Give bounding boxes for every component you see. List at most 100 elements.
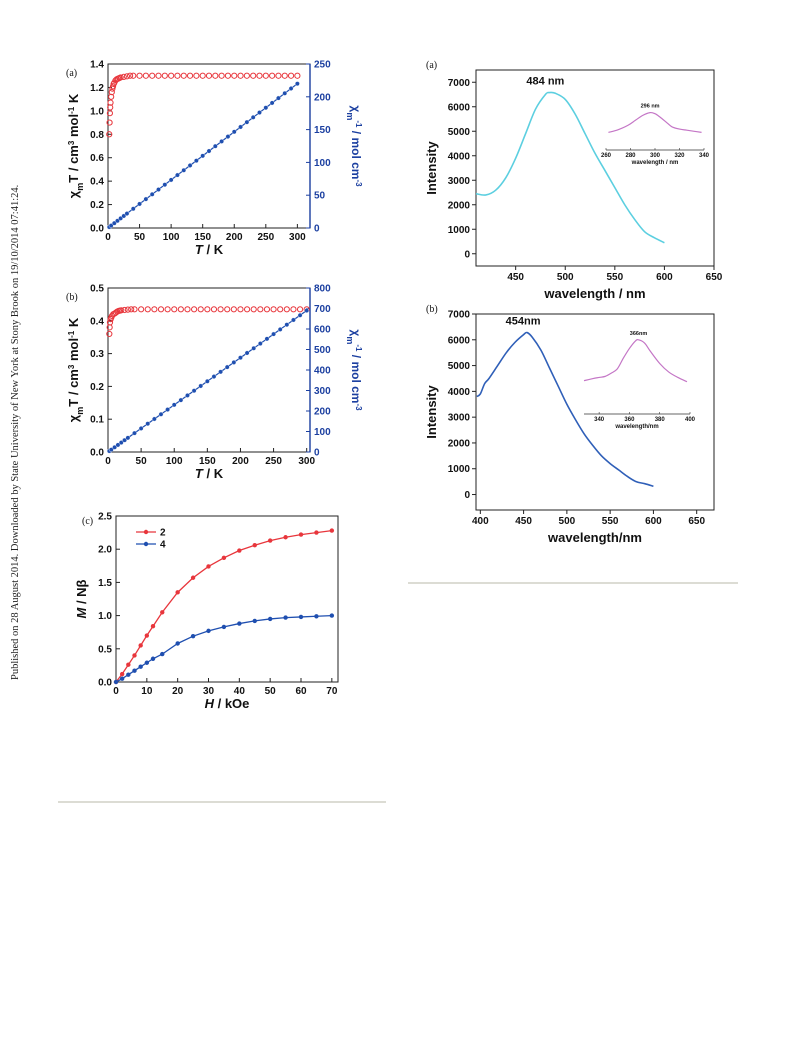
data-point-chiT — [190, 306, 198, 313]
data-point-chi-inv — [118, 440, 124, 445]
data-point-chi-inv — [271, 331, 276, 337]
data-point-2 — [329, 528, 335, 533]
data-point-chi-inv — [187, 163, 193, 168]
data-point-chiT — [205, 72, 213, 79]
inset-x-tick-label: 360 — [624, 417, 635, 423]
data-point-4 — [150, 656, 156, 661]
data-point-2 — [252, 543, 257, 548]
peak-annotation: 484 nm — [526, 76, 564, 88]
y-axis-label: χmT / cm3 mol-1 K — [66, 93, 85, 198]
data-point-chi-inv — [158, 411, 164, 417]
y2-axis-label: χm-1 / mol cm-3 — [345, 105, 364, 187]
data-point-chi-inv — [231, 129, 237, 135]
data-point-2 — [144, 633, 150, 638]
excitation-spectrum-line — [608, 111, 702, 133]
data-point-chi-inv — [263, 105, 269, 111]
data-point-chiT — [157, 306, 165, 313]
data-point-chi-inv — [191, 388, 197, 394]
data-point-2 — [190, 575, 196, 580]
inset-peak-annotation: 366nm — [630, 331, 648, 337]
data-point-chiT — [155, 72, 162, 79]
data-point-4 — [298, 614, 304, 620]
data-point-chi-inv — [130, 206, 136, 212]
data-point-chi-inv — [257, 341, 263, 346]
data-point-chi-inv — [304, 308, 310, 313]
ylabel-sup: -1 — [67, 330, 76, 338]
data-point-chi-inv — [250, 114, 256, 120]
x-tick-label: 0 — [105, 232, 111, 243]
data-point-4 — [329, 613, 335, 618]
plot-frame — [475, 313, 715, 511]
y-tick-label: 0.4 — [90, 177, 104, 188]
data-point-chiT — [243, 72, 250, 79]
label-rest: / kOe — [214, 696, 249, 711]
inset-x-tick-label: 380 — [655, 417, 666, 423]
data-point-chi-inv — [165, 407, 171, 412]
label-var: M — [74, 607, 89, 619]
panel-label: (b) — [66, 292, 78, 303]
data-point-chi-inv — [212, 143, 218, 149]
y2label-sup: -1 — [355, 120, 364, 128]
y-tick-label: 0.0 — [98, 678, 112, 689]
data-point-chiT — [193, 72, 200, 79]
data-point-chiT — [224, 72, 232, 79]
data-point-chi-inv — [200, 153, 206, 159]
x-tick-label: 150 — [199, 456, 216, 467]
y-tick-label: 0 — [464, 249, 470, 260]
y2-tick-label: 0 — [314, 448, 320, 459]
data-point-chi-inv — [115, 442, 121, 448]
data-point-chi-inv — [238, 355, 243, 361]
data-point-chiT — [144, 306, 151, 313]
data-point-chi-inv — [218, 369, 223, 375]
inset-x-tick-label: 260 — [601, 153, 612, 159]
data-point-chiT — [294, 72, 301, 79]
data-point-chiT — [107, 104, 114, 111]
y-tick-label: 0.0 — [90, 224, 104, 235]
y-tick-label: 0.1 — [90, 415, 104, 426]
x-tick-label: 250 — [257, 232, 274, 243]
panel-label: (a) — [66, 68, 77, 79]
data-point-chi-inv — [121, 213, 127, 219]
x-tick-label: 300 — [289, 232, 306, 243]
data-point-chi-inv — [284, 322, 290, 328]
data-point-chi-inv — [198, 383, 204, 389]
data-point-4 — [144, 660, 150, 665]
y-axis-label: Intensity — [424, 385, 439, 439]
data-point-2 — [206, 564, 211, 569]
data-point-chiT — [174, 72, 181, 79]
data-point-2 — [237, 548, 242, 553]
x-tick-label: 50 — [265, 686, 277, 697]
y2label-sup: -3 — [355, 403, 364, 411]
y-tick-label: 3000 — [448, 176, 471, 187]
y-tick-label: 1.5 — [98, 578, 112, 589]
x-axis-label: T / K — [195, 466, 224, 481]
panel-label: (a) — [426, 60, 437, 71]
y-tick-label: 0.3 — [90, 349, 104, 360]
data-point-4 — [132, 668, 137, 673]
x-tick-label: 200 — [232, 456, 249, 467]
data-point-chi-inv — [156, 187, 161, 192]
y2-tick-label: 50 — [314, 191, 326, 202]
data-point-4 — [283, 615, 288, 620]
data-point-chiT — [199, 72, 206, 79]
emission-spectrum-line — [476, 331, 654, 488]
x-tick-label: 250 — [265, 456, 282, 467]
ylabel-chi: χ — [66, 190, 81, 198]
y-tick-label: 4000 — [448, 387, 471, 398]
data-point-chiT — [177, 306, 184, 313]
data-point-chiT — [281, 72, 288, 79]
data-point-chi-inv — [125, 435, 131, 441]
data-point-chiT — [257, 306, 264, 313]
figure-right-a: (a) 450 500 550 600 650 0 1000 2000 3000 4000 5000 6… — [424, 60, 723, 301]
data-point-2 — [267, 538, 273, 543]
y-axis-label: χmT / cm3 mol-1 K — [66, 317, 85, 422]
ylabel-sup: 3 — [67, 140, 76, 145]
data-point-4 — [175, 641, 180, 646]
y2-tick-label: 300 — [314, 386, 331, 397]
y-tick-label: 6000 — [448, 102, 471, 113]
data-point-4 — [119, 676, 125, 681]
data-point-chi-inv — [193, 158, 199, 164]
data-point-2 — [132, 653, 137, 658]
data-point-chiT — [218, 72, 225, 79]
y-tick-label: 1.0 — [90, 106, 104, 117]
